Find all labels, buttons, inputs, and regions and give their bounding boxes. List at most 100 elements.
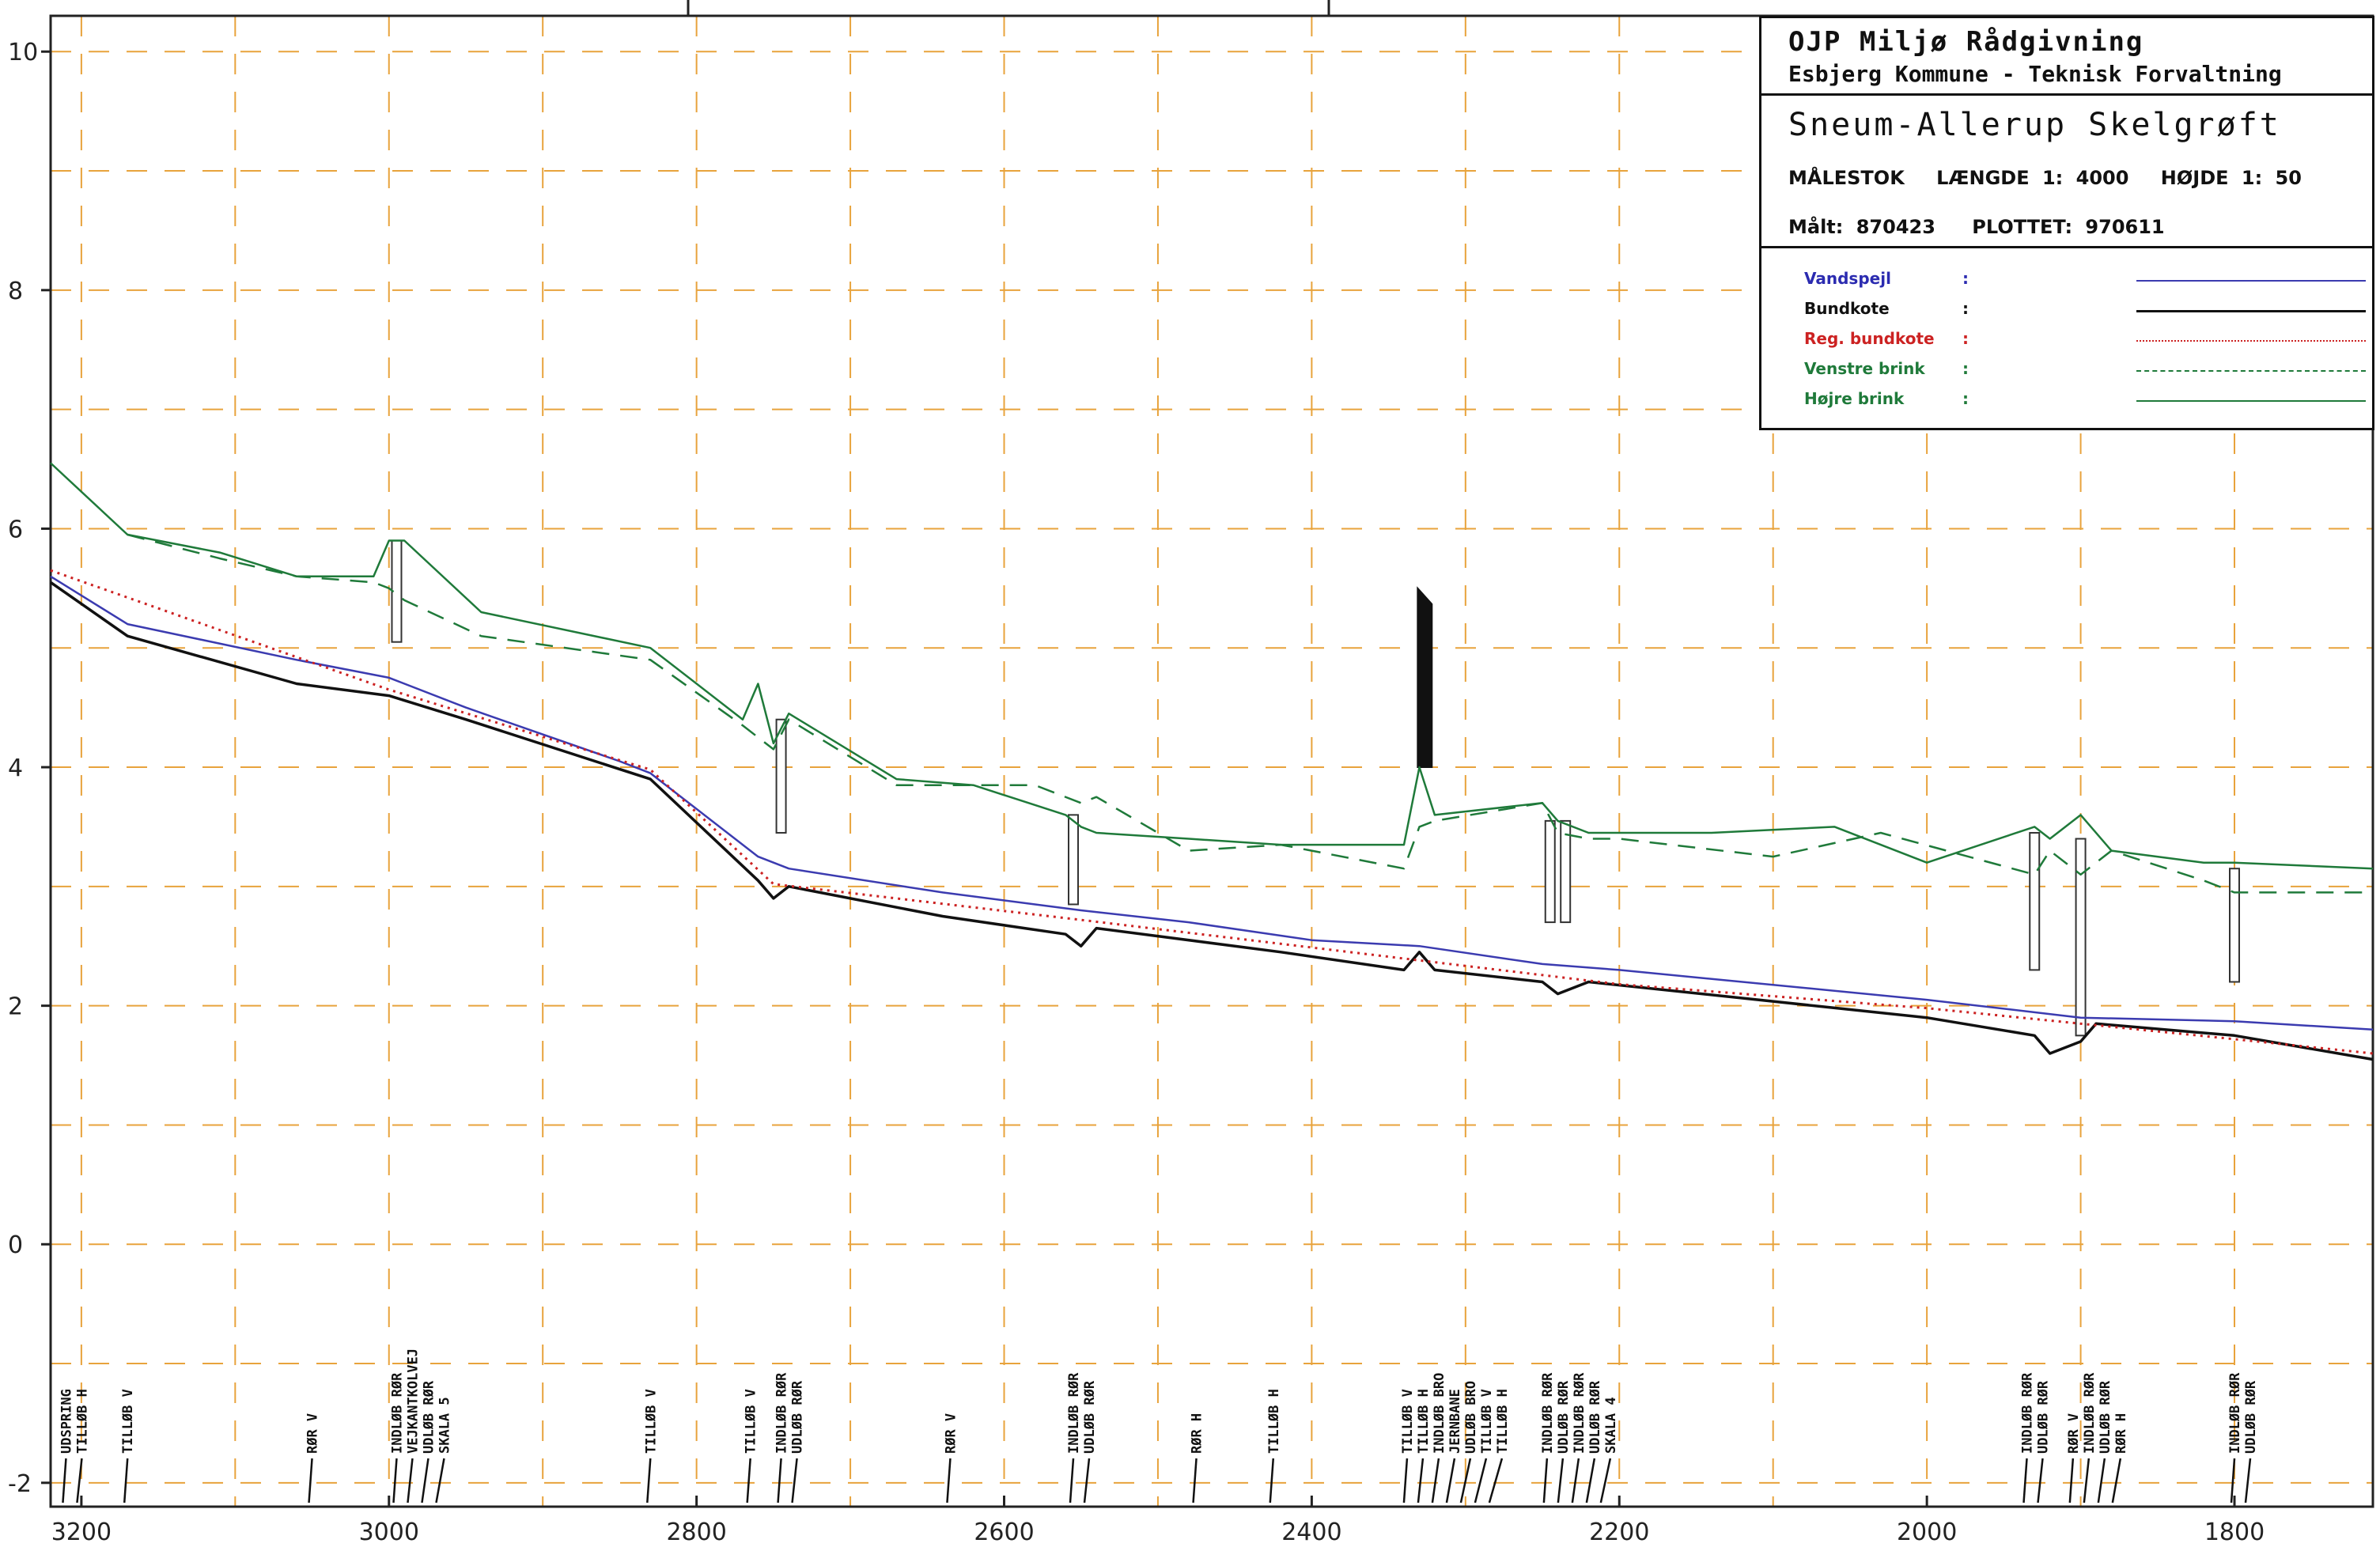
- x-tick-label: 1800: [2204, 1519, 2265, 1546]
- title-block: OJP Miljø Rådgivning Esbjerg Kommune - T…: [1759, 16, 2374, 430]
- legend-item-swatch: [2136, 280, 2366, 282]
- x-tick-label: 3000: [359, 1519, 419, 1546]
- structure-marker: [775, 718, 787, 834]
- station-annotation-label: RØR V: [2066, 1413, 2082, 1454]
- project-name: Sneum-Allerup Skelgrøft: [1788, 107, 2281, 143]
- legend-item: Reg. bundkote:: [1804, 329, 2372, 359]
- station-annotations: UDSPRING TILLØB H TILLØB V RØR V INDLØB RØR V…: [59, 1348, 2259, 1504]
- x-tick-label: 3200: [51, 1519, 112, 1546]
- annotation-leader: [646, 1458, 652, 1504]
- annotation-leader: [746, 1458, 751, 1504]
- annotation-leader: [1488, 1458, 1504, 1504]
- series-line-vandspejl: [50, 575, 2374, 1031]
- legend: Vandspejl: Bundkote: Reg. bundkote: Venstre…: [1761, 248, 2372, 419]
- scale-line: MÅLESTOK LÆNGDE 1: 4000 HØJDE 1: 50: [1788, 167, 2359, 189]
- series-line-bundkote: [49, 581, 2374, 1061]
- annotation-leader: [76, 1458, 83, 1504]
- station-annotation-label: SKALA 5: [437, 1397, 452, 1454]
- bridge-marker: [1417, 586, 1433, 769]
- station-annotation-label: INDLØB RØR: [389, 1372, 405, 1454]
- legend-item-label: Vandspejl: [1804, 269, 1891, 288]
- station-annotation-label: INDLØB RØR: [2227, 1372, 2243, 1454]
- scale-height: HØJDE 1: 50: [2160, 167, 2302, 189]
- y-tick-label: 8: [8, 278, 23, 305]
- station-annotation-label: UDLØB RØR: [1082, 1380, 1098, 1454]
- annotation-leader: [1069, 1458, 1075, 1504]
- annotation-leader: [62, 1458, 67, 1504]
- station-annotation-label: RØR H: [2113, 1413, 2129, 1454]
- annotation-leader: [1431, 1458, 1440, 1504]
- station-annotation-label: UDLØB RØR: [2036, 1380, 2052, 1454]
- x-tick-label: 2000: [1897, 1519, 1957, 1546]
- legend-item: Bundkote:: [1804, 299, 2372, 329]
- grid: [51, 16, 2373, 1507]
- legend-item-swatch: [2136, 310, 2366, 312]
- legend-item-label: Reg. bundkote: [1804, 329, 1935, 348]
- y-tick-label: 4: [8, 755, 23, 782]
- x-tick-label: 2600: [974, 1519, 1034, 1546]
- station-annotation-label: UDLØB BRO: [1463, 1381, 1479, 1454]
- y-tick-label: 10: [8, 39, 38, 66]
- annotation-leader: [2083, 1458, 2091, 1504]
- station-annotation-label: SKALA 4: [1603, 1397, 1619, 1454]
- station-annotation-label: TILLØB V: [643, 1389, 659, 1454]
- legend-item-label: Venstre brink: [1804, 359, 1925, 378]
- org-department: Esbjerg Kommune - Teknisk Forvaltning: [1788, 61, 2282, 87]
- scale-length: LÆNGDE 1: 4000: [1936, 167, 2129, 189]
- station-annotation-label: TILLØB H: [1266, 1389, 1282, 1454]
- station-annotation-label: RØR V: [305, 1413, 321, 1454]
- station-annotation-label: INDLØB RØR: [1066, 1372, 1082, 1454]
- legend-item: Venstre brink:: [1804, 359, 2372, 389]
- annotation-leader: [421, 1458, 429, 1504]
- annotation-leader: [435, 1458, 445, 1504]
- station-annotation-label: TILLØB H: [74, 1389, 90, 1454]
- series-lines: [49, 462, 2374, 1061]
- title-block-project: Sneum-Allerup Skelgrøft MÅLESTOK LÆNGDE …: [1761, 96, 2372, 248]
- station-annotation-label: INDLØB RØR: [1572, 1372, 1587, 1454]
- annotation-leader: [1542, 1458, 1549, 1504]
- station-annotation-label: UDLØB RØR: [421, 1380, 437, 1454]
- legend-item-label: Højre brink: [1804, 389, 1905, 408]
- x-tick-label: 2800: [666, 1519, 726, 1546]
- station-annotation-label: INDLØB RØR: [2082, 1372, 2098, 1454]
- y-tick-label: -2: [8, 1470, 32, 1498]
- annotation-leader: [791, 1458, 798, 1504]
- scale-label: MÅLESTOK: [1788, 167, 1905, 189]
- station-annotation-label: UDLØB RØR: [1556, 1380, 1572, 1454]
- annotation-leader: [308, 1458, 313, 1504]
- annotation-leader: [1557, 1458, 1565, 1504]
- station-annotation-label: TILLØB V: [120, 1389, 136, 1454]
- structure-marker: [1068, 814, 1080, 906]
- y-tick-label: 0: [8, 1231, 23, 1259]
- legend-item-swatch: [2136, 340, 2366, 342]
- station-annotation-label: JERNBANE: [1447, 1389, 1463, 1454]
- date-line: Målt: 870423 PLOTTET: 970611: [1788, 216, 2359, 238]
- annotation-leader: [1474, 1458, 1488, 1504]
- annotation-leader: [1192, 1458, 1198, 1504]
- plotted-date: PLOTTET: 970611: [1972, 216, 2165, 238]
- station-annotation-label: INDLØB RØR: [1540, 1372, 1556, 1454]
- station-annotation-label: TILLØB V: [1400, 1389, 1416, 1454]
- annotation-leader: [2230, 1458, 2236, 1504]
- annotation-leader: [2037, 1458, 2044, 1504]
- legend-item-colon: :: [1962, 329, 1969, 348]
- station-annotation-label: TILLØB V: [744, 1389, 759, 1454]
- annotation-leader: [1599, 1458, 1612, 1504]
- x-tick-label: 2200: [1589, 1519, 1649, 1546]
- annotation-leader: [946, 1458, 952, 1504]
- legend-item: Højre brink:: [1804, 389, 2372, 419]
- station-annotation-label: RØR V: [943, 1413, 959, 1454]
- axes: -2 0 2 4 6 8 10 3200 3000 2800 2600 2400 2200 2000 180…: [8, 0, 2374, 1546]
- legend-item-label: Bundkote: [1804, 299, 1890, 318]
- legend-item: Vandspejl:: [1804, 269, 2372, 299]
- structure-marker: [1560, 819, 1572, 924]
- annotation-leader: [2022, 1458, 2028, 1504]
- annotation-leader: [1445, 1458, 1456, 1504]
- annotation-leader: [1417, 1458, 1425, 1504]
- annotation-leader: [2097, 1458, 2106, 1504]
- station-annotation-label: UDLØB RØR: [1587, 1380, 1603, 1454]
- annotation-leader: [2111, 1458, 2122, 1504]
- structure-marker: [2229, 868, 2241, 983]
- annotation-leader: [1269, 1458, 1275, 1504]
